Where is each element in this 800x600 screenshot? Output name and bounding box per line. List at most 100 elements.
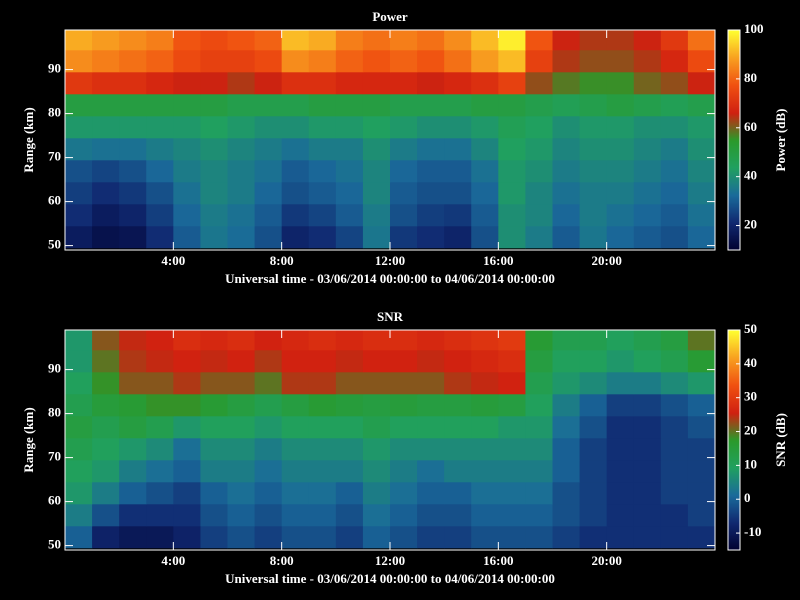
colorbar-swatch [728, 520, 740, 523]
colorbar-swatch [728, 440, 740, 443]
heatmap-cell [227, 93, 256, 117]
heatmap-cell [173, 30, 201, 51]
heatmap-cell [390, 203, 418, 227]
heatmap-cell [281, 49, 310, 73]
colorbar-swatch [728, 450, 740, 453]
heatmap-cell [471, 159, 499, 183]
heatmap-cell [65, 203, 93, 227]
heatmap-cell [633, 225, 662, 249]
heatmap-cell [633, 525, 662, 549]
heatmap-cell [146, 159, 174, 183]
colorbar-swatch [728, 76, 740, 79]
colorbar-swatch [728, 220, 740, 223]
heatmap-cell [227, 71, 256, 95]
y-tick-label: 70 [48, 149, 61, 164]
heatmap-cell [119, 49, 147, 73]
colorbar-swatch [728, 140, 740, 143]
heatmap-cell [200, 71, 228, 95]
heatmap-cell [633, 437, 662, 461]
heatmap-cell [417, 330, 445, 351]
colorbar-swatch [728, 90, 740, 93]
heatmap-cell [579, 159, 608, 183]
colorbar-swatch [728, 96, 740, 99]
colorbar-swatch [728, 194, 740, 197]
heatmap-cell [579, 225, 608, 249]
heatmap-cell [308, 93, 337, 117]
heatmap-cell [633, 503, 662, 527]
colorbar-swatch [728, 222, 740, 225]
heatmap-cell [281, 503, 310, 527]
colorbar-swatch [728, 528, 740, 531]
heatmap-cell [498, 437, 526, 461]
heatmap-cell [633, 481, 662, 505]
colorbar-swatch [728, 118, 740, 121]
colorbar-swatch [728, 540, 740, 543]
heatmap-cell [525, 503, 553, 527]
colorbar-swatch [728, 340, 740, 343]
heatmap-cell [687, 115, 715, 139]
colorbar-swatch [728, 234, 740, 237]
heatmap-cell [498, 203, 526, 227]
heatmap-cell [308, 71, 337, 95]
heatmap-cell [417, 437, 445, 461]
heatmap-cell [525, 203, 553, 227]
colorbar-label: SNR (dB) [773, 413, 788, 467]
heatmap-cell [417, 115, 445, 139]
heatmap-cell [606, 371, 635, 395]
heatmap-cell [281, 93, 310, 117]
heatmap-cell [687, 181, 715, 205]
colorbar-swatch [728, 88, 740, 91]
heatmap-cell [200, 49, 228, 73]
colorbar-swatch [728, 394, 740, 397]
colorbar-swatch [728, 484, 740, 487]
heatmap-cell [308, 415, 337, 439]
heatmap-cell [227, 503, 256, 527]
colorbar-swatch [728, 512, 740, 515]
x-tick-label: 8:00 [270, 253, 294, 268]
colorbar-swatch [728, 370, 740, 373]
heatmap-cell [146, 459, 174, 483]
colorbar-swatch [728, 468, 740, 471]
heatmap-cell [335, 159, 364, 183]
colorbar-swatch [728, 492, 740, 495]
y-tick-label: 80 [48, 405, 61, 420]
heatmap-cell [362, 137, 391, 161]
colorbar-swatch [728, 242, 740, 245]
heatmap-cell [65, 525, 93, 549]
colorbar-swatch [728, 510, 740, 513]
colorbar-swatch [728, 184, 740, 187]
heatmap-cell [390, 371, 418, 395]
heatmap-cell [687, 415, 715, 439]
heatmap-cell [660, 93, 689, 117]
heatmap-cell [146, 203, 174, 227]
heatmap-cell [687, 330, 715, 351]
heatmap-cell [254, 481, 283, 505]
heatmap-cell [417, 93, 445, 117]
colorbar-tick-label: 0 [744, 490, 751, 505]
heatmap-cell [417, 481, 445, 505]
heatmap-cell [471, 371, 499, 395]
colorbar-swatch [728, 78, 740, 81]
colorbar-swatch [728, 342, 740, 345]
heatmap-cell [606, 181, 635, 205]
heatmap-cell [65, 437, 93, 461]
heatmap-cell [606, 30, 635, 51]
colorbar-swatch [728, 166, 740, 169]
y-axis-label: Range (km) [21, 407, 36, 472]
colorbar-swatch [728, 72, 740, 75]
colorbar-swatch [728, 44, 740, 47]
heatmap-cell [92, 181, 120, 205]
colorbar-swatch [728, 542, 740, 545]
heatmap-cell [390, 115, 418, 139]
heatmap-cell [281, 225, 310, 249]
colorbar-swatch [728, 50, 740, 53]
heatmap-cell [444, 393, 472, 417]
heatmap-cell [444, 525, 472, 549]
heatmap-cell [471, 393, 499, 417]
heatmap-cell [362, 159, 391, 183]
colorbar-swatch [728, 456, 740, 459]
heatmap-cell [660, 181, 689, 205]
colorbar-tick-label: -10 [744, 524, 761, 539]
heatmap-cell [417, 393, 445, 417]
heatmap-cell [335, 49, 364, 73]
